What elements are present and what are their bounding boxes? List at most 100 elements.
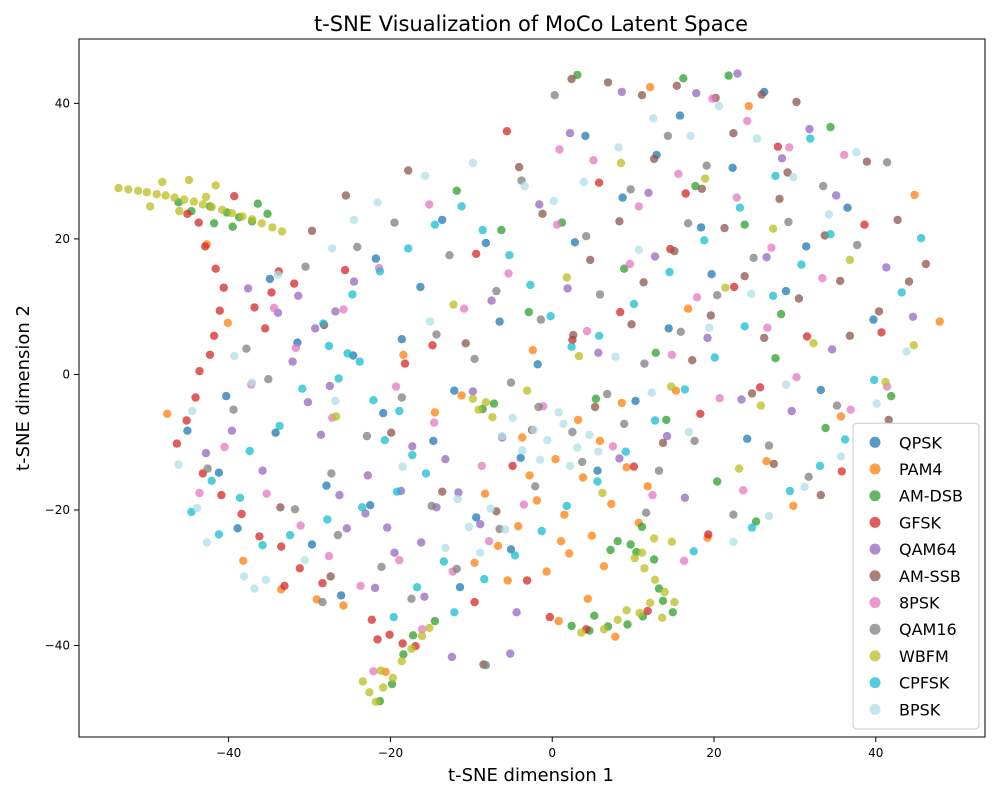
data-point — [277, 542, 286, 551]
data-point — [881, 377, 890, 387]
data-point — [749, 253, 758, 263]
data-point — [233, 524, 242, 533]
data-point — [438, 215, 447, 225]
data-point — [785, 143, 794, 152]
data-point — [238, 212, 247, 221]
data-point — [355, 357, 364, 366]
data-point — [250, 303, 259, 312]
data-point — [290, 279, 299, 288]
data-point — [180, 195, 189, 204]
data-point — [319, 319, 328, 328]
data-point — [417, 538, 426, 547]
data-point — [658, 613, 667, 622]
legend-label: CPFSK — [899, 674, 950, 693]
data-point — [318, 579, 327, 588]
data-point — [531, 482, 540, 491]
data-point — [555, 145, 564, 154]
data-point — [211, 264, 220, 273]
data-point — [567, 74, 576, 84]
legend-label: 8PSK — [899, 594, 940, 613]
data-point — [781, 380, 791, 389]
data-point — [425, 200, 434, 209]
data-point — [565, 549, 574, 558]
data-point — [343, 349, 352, 358]
data-point — [579, 177, 588, 187]
data-point — [201, 242, 210, 251]
legend-marker — [869, 543, 881, 555]
data-point — [826, 230, 835, 239]
data-point — [316, 430, 326, 439]
data-point — [635, 608, 644, 618]
data-point — [506, 545, 516, 554]
data-point — [371, 697, 381, 706]
data-point — [275, 421, 284, 431]
data-point — [551, 455, 560, 464]
data-point — [333, 530, 343, 540]
data-point — [623, 620, 632, 629]
data-point — [323, 515, 332, 524]
data-point — [836, 276, 845, 286]
data-point — [430, 408, 440, 417]
series-am-ssb — [276, 74, 931, 669]
data-point — [537, 526, 546, 536]
data-point — [291, 343, 300, 353]
data-point — [696, 409, 705, 418]
data-point — [616, 307, 625, 317]
data-point — [387, 679, 397, 689]
data-point — [470, 597, 479, 607]
data-point — [590, 402, 600, 412]
data-point — [738, 486, 748, 495]
data-point — [253, 199, 262, 208]
y-tick-label: 20 — [55, 232, 70, 246]
data-point — [643, 482, 652, 491]
data-point — [487, 296, 496, 305]
data-point — [819, 181, 828, 191]
data-point — [172, 439, 182, 448]
data-point — [397, 335, 406, 344]
data-point — [771, 171, 780, 181]
data-point — [593, 466, 602, 475]
data-point — [692, 293, 702, 302]
data-point — [520, 181, 529, 191]
data-point — [476, 520, 485, 529]
data-point — [474, 405, 483, 414]
data-point — [836, 452, 846, 461]
data-point — [425, 623, 434, 633]
data-point — [432, 330, 441, 339]
legend-label: PAM4 — [899, 460, 943, 479]
data-point — [506, 649, 515, 658]
data-point — [535, 455, 545, 464]
data-point — [594, 447, 603, 456]
data-point — [477, 461, 486, 471]
data-point — [710, 353, 719, 362]
data-point — [679, 74, 688, 83]
data-point — [792, 373, 801, 382]
data-point — [713, 477, 722, 486]
data-point — [209, 331, 219, 340]
data-point — [714, 101, 724, 111]
data-point — [408, 631, 418, 640]
data-point — [408, 450, 417, 460]
data-point — [611, 352, 620, 361]
data-point — [570, 238, 580, 247]
data-point — [567, 342, 576, 351]
data-point — [670, 246, 679, 256]
data-point — [595, 436, 605, 446]
data-point — [449, 300, 458, 309]
data-point — [399, 650, 408, 659]
data-point — [481, 398, 491, 407]
data-point — [373, 635, 382, 644]
data-point — [273, 270, 283, 279]
data-point — [512, 608, 521, 617]
x-tick-label: −40 — [216, 746, 241, 760]
data-point — [383, 523, 392, 532]
data-point — [211, 181, 220, 190]
legend-marker — [869, 436, 881, 448]
data-point — [318, 597, 327, 607]
data-point — [559, 419, 568, 429]
data-point — [285, 530, 295, 540]
legend-label: AM-DSB — [899, 487, 963, 506]
data-point — [721, 283, 730, 292]
data-point — [603, 78, 613, 87]
data-point — [611, 632, 620, 641]
